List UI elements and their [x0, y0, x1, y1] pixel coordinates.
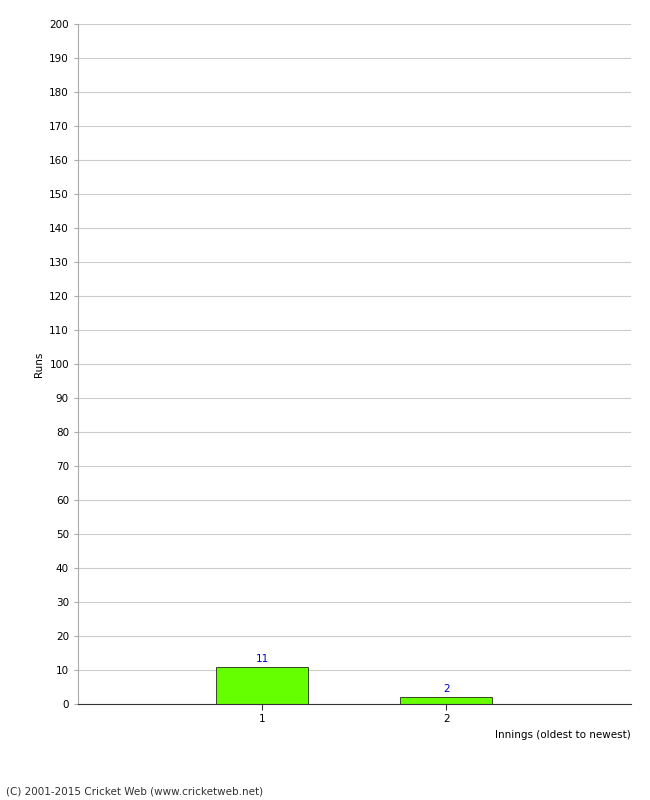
Text: (C) 2001-2015 Cricket Web (www.cricketweb.net): (C) 2001-2015 Cricket Web (www.cricketwe…	[6, 786, 264, 796]
Text: 2: 2	[443, 685, 450, 694]
Bar	[400, 697, 493, 704]
Bar	[216, 666, 308, 704]
Text: 11: 11	[255, 654, 269, 664]
Y-axis label: Runs: Runs	[34, 351, 44, 377]
X-axis label: Innings (oldest to newest): Innings (oldest to newest)	[495, 730, 630, 740]
